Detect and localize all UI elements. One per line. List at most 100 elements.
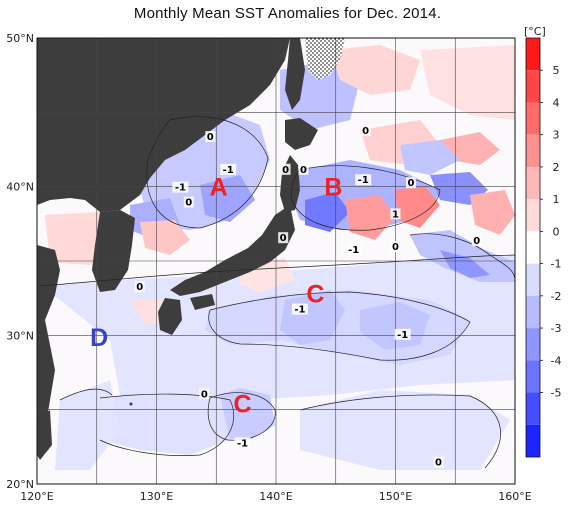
longitude-tick-label: 130°E bbox=[140, 490, 173, 503]
colorbar-tick-label: -4 bbox=[551, 354, 562, 367]
colorbar-segment bbox=[526, 38, 540, 71]
longitude-labels: 120°E 130°E 140°E 150°E 160°E bbox=[20, 490, 531, 503]
contour-label-bg bbox=[183, 196, 194, 208]
contour-value-label: -1 bbox=[397, 330, 408, 341]
contour-label-bg bbox=[345, 244, 362, 256]
colorbar-segment bbox=[526, 102, 540, 135]
contour-value-label: 0 bbox=[408, 178, 415, 189]
contour-label-bg bbox=[172, 181, 189, 193]
colorbar-segment bbox=[526, 360, 540, 393]
colorbar-segment bbox=[526, 263, 540, 296]
latitude-tick-label: 50°N bbox=[6, 32, 34, 45]
latitude-labels: 20°N 30°N 40°N 50°N bbox=[6, 32, 34, 491]
latitude-tick-label: 30°N bbox=[6, 329, 34, 342]
contour-label-bg bbox=[278, 232, 289, 244]
island-dot bbox=[129, 402, 133, 406]
japan-honshu bbox=[170, 205, 295, 296]
contour-value-label: 0 bbox=[392, 242, 399, 253]
contour-label-bg bbox=[205, 131, 216, 143]
colorbar-segment bbox=[526, 328, 540, 361]
region-label-a: A bbox=[210, 174, 228, 202]
positive-anomaly-patch bbox=[420, 45, 515, 120]
longitude-tick-label: 160°E bbox=[498, 490, 531, 503]
colorbar-tick-label: 2 bbox=[553, 161, 560, 174]
colorbar-segment bbox=[526, 134, 540, 167]
longitude-tick-label: 150°E bbox=[379, 490, 412, 503]
contour-label-bg bbox=[220, 163, 237, 175]
negative-anomaly-patch bbox=[440, 250, 490, 278]
colorbar-tick-label: -3 bbox=[551, 322, 562, 335]
colorbar-tick-label: -1 bbox=[551, 258, 562, 271]
contour-value-label: 0 bbox=[136, 282, 143, 293]
contour-label-bg bbox=[280, 163, 291, 175]
latitude-tick-label: 20°N bbox=[6, 478, 34, 491]
contour-label-bg bbox=[134, 281, 145, 293]
colorbar-tick-label: 3 bbox=[553, 129, 560, 142]
contour-value-label: 1 bbox=[392, 209, 399, 220]
contour-label-bg bbox=[390, 208, 401, 220]
colorbar-tick-label: -5 bbox=[551, 387, 562, 400]
korean-peninsula bbox=[92, 210, 135, 292]
negative-anomaly-patch bbox=[100, 392, 230, 455]
colorbar-tick-label: 1 bbox=[553, 193, 560, 206]
region-label-d: D bbox=[90, 324, 108, 352]
colorbar-segment bbox=[526, 392, 540, 425]
taiwan bbox=[37, 410, 52, 460]
contour-lines bbox=[39, 116, 515, 469]
positive-anomaly-patch bbox=[345, 195, 395, 240]
contour-label-bg bbox=[355, 174, 372, 186]
contour-value-label: 0 bbox=[201, 389, 208, 400]
contour-value-label: 0 bbox=[280, 233, 287, 244]
colorbar-tick-label: -2 bbox=[551, 290, 562, 303]
contour-label-bg bbox=[291, 303, 308, 315]
positive-anomaly-patch bbox=[45, 212, 110, 265]
contour-value-label: -1 bbox=[348, 245, 359, 256]
japan-hokkaido bbox=[285, 118, 318, 150]
negative-anomaly-patch bbox=[300, 390, 510, 470]
colorbar: [°C] 5 4 3 2 1 0 -1 -2 -3 -4 -5 bbox=[524, 25, 562, 458]
contour-label-bg bbox=[433, 456, 444, 468]
region-label-c: C bbox=[306, 281, 324, 309]
japan-kyushu bbox=[158, 298, 182, 335]
sakhalin bbox=[285, 38, 305, 110]
contour-label-bg bbox=[394, 328, 411, 340]
longitude-tick-label: 140°E bbox=[259, 490, 292, 503]
positive-anomaly-patch bbox=[395, 186, 440, 228]
region-label-c: C bbox=[234, 391, 252, 419]
contour-value-label: -1 bbox=[294, 305, 305, 316]
negative-anomaly-patch bbox=[400, 140, 460, 175]
colorbar-tick-label: 0 bbox=[553, 225, 560, 238]
anomaly-layer bbox=[40, 45, 515, 470]
colorbar-segment bbox=[526, 70, 540, 103]
positive-anomaly-patch bbox=[330, 45, 420, 95]
land bbox=[37, 38, 318, 460]
contour-value-label: 0 bbox=[185, 198, 192, 209]
contour-label-bg bbox=[360, 125, 371, 137]
colorbar-segment bbox=[526, 231, 540, 264]
contour-label-bg bbox=[199, 388, 210, 400]
colorbar-unit: [°C] bbox=[524, 25, 546, 38]
longitude-tick-label: 120°E bbox=[20, 490, 53, 503]
contour-value-labels: 0-1-100 00-1 010-1 000-1-10-10 bbox=[134, 125, 482, 469]
contour-value-label: 0 bbox=[435, 458, 442, 469]
contour-label-bg bbox=[406, 177, 417, 189]
contour-label-bg bbox=[298, 163, 309, 175]
contour-label-bg bbox=[471, 235, 482, 247]
graticule bbox=[37, 38, 515, 484]
contour-value-label: -1 bbox=[237, 438, 248, 449]
colorbar-segment bbox=[526, 424, 540, 457]
colorbar-tick-label: 4 bbox=[553, 96, 560, 109]
negative-anomaly-patch bbox=[360, 302, 430, 350]
contour-value-label: 0 bbox=[362, 126, 369, 137]
map-title: Monthly Mean SST Anomalies for Dec. 2014… bbox=[133, 5, 442, 22]
china-coast bbox=[37, 245, 60, 450]
colorbar-segment bbox=[526, 199, 540, 232]
region-labels: A B C C D bbox=[90, 174, 342, 419]
colorbar-frame bbox=[525, 37, 541, 458]
colorbar-segment bbox=[526, 166, 540, 200]
contour-value-label: 0 bbox=[473, 236, 480, 247]
japan-shikoku bbox=[190, 294, 215, 310]
colorbar-tick-label: 5 bbox=[553, 64, 560, 77]
contour-label-bg bbox=[234, 437, 251, 449]
